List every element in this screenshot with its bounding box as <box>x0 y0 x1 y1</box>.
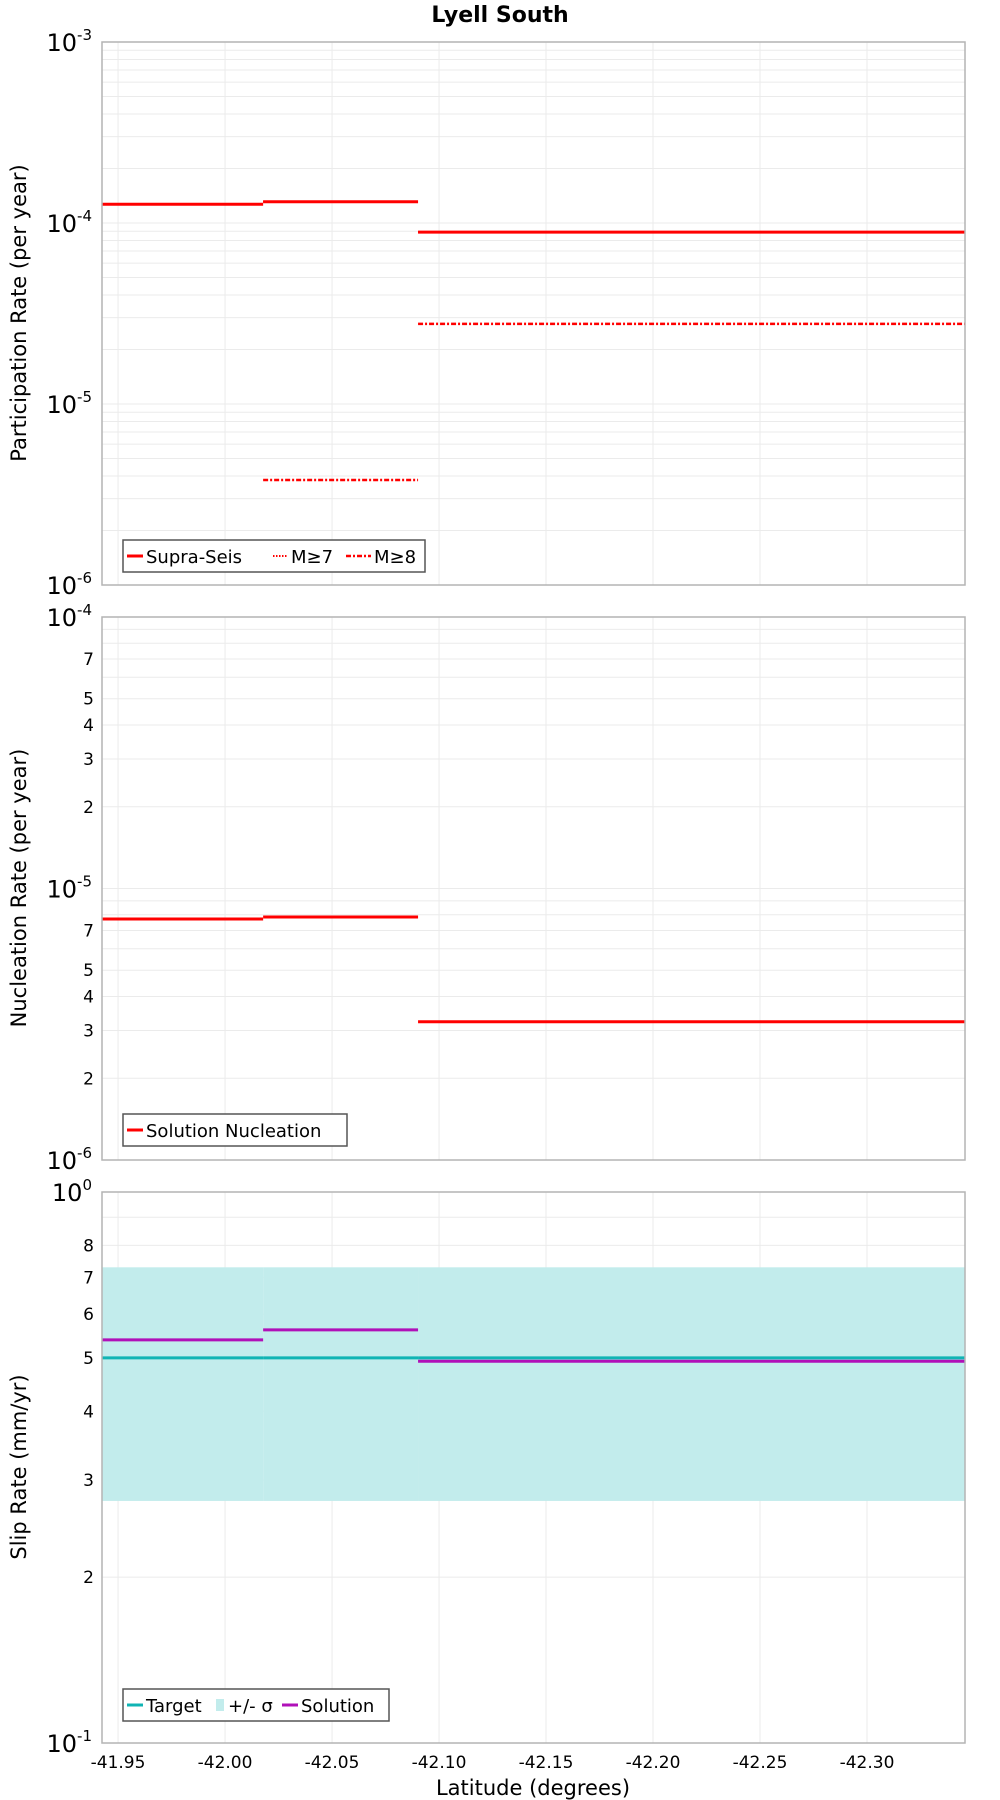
y-axis-label: Nucleation Rate (per year) <box>7 749 31 1028</box>
y-axis-ticks: 10-3 10-4 10-5 10-6 <box>46 26 92 600</box>
y-minor-tick-label: 4 <box>83 988 94 1008</box>
x-axis-ticks: -41.95 -42.00 -42.05 -42.10 -42.15 -42.20 -42.… <box>91 1753 895 1773</box>
y-tick-label: 10-5 <box>46 873 92 904</box>
legend-label-m8: M≥8 <box>374 547 416 568</box>
y-minor-tick-label: 7 <box>83 1268 94 1288</box>
x-tick-label: -42.10 <box>412 1753 467 1773</box>
y-tick-label: 100 <box>52 1176 92 1207</box>
legend: Solution Nucleation <box>122 1113 348 1147</box>
y-tick-label: 10-5 <box>46 388 92 419</box>
y-tick-label: 10-1 <box>46 1727 92 1758</box>
x-axis-label: Latitude (degrees) <box>436 1776 630 1800</box>
legend-label-m7: M≥7 <box>291 547 333 568</box>
y-minor-tick-label: 5 <box>83 1349 94 1369</box>
y-minor-tick-label: 3 <box>83 1021 94 1041</box>
y-minor-tick-label: 2 <box>83 798 94 818</box>
y-minor-tick-label: 5 <box>83 690 94 710</box>
legend-box <box>122 1113 348 1147</box>
y-minor-tick-label: 4 <box>83 716 94 736</box>
legend-swatch-sigma-band <box>216 1699 224 1711</box>
sigma-band <box>263 1267 419 1501</box>
plot-data <box>102 1267 965 1501</box>
y-axis-label: Slip Rate (mm/yr) <box>7 1374 31 1559</box>
plot-frame <box>101 41 966 586</box>
slip-rate-panel: 100 10-1 8 7 6 5 4 3 2 Slip Rate (mm/yr) Target … <box>7 1176 966 1758</box>
y-minor-tick-label: 5 <box>83 961 94 981</box>
y-minor-tick-label: 6 <box>83 1305 94 1325</box>
legend-label-solution-nucleation: Solution Nucleation <box>146 1121 321 1142</box>
chart-title: Lyell South <box>431 3 568 28</box>
y-tick-label: 10-4 <box>46 207 92 238</box>
legend-label-sigma: +/- σ <box>228 1696 273 1717</box>
x-tick-label: -42.05 <box>305 1753 360 1773</box>
nucleation-rate-panel: 10-4 10-5 10-6 7 5 4 3 2 7 5 4 3 2 Nucleation Rate (… <box>7 601 966 1175</box>
plot-data <box>102 915 965 1024</box>
sigma-band <box>418 1267 965 1501</box>
y-minor-tick-label: 7 <box>83 922 94 942</box>
grid <box>102 42 965 586</box>
legend-label-solution: Solution <box>301 1696 374 1717</box>
y-minor-tick-label: 3 <box>83 1471 94 1491</box>
x-tick-label: -42.30 <box>840 1753 895 1773</box>
plot-frame <box>101 616 966 1161</box>
y-axis-ticks: 10-4 10-5 10-6 7 5 4 3 2 7 5 4 3 2 <box>46 601 94 1175</box>
y-minor-tick-label: 4 <box>83 1402 94 1422</box>
sigma-band <box>102 1267 264 1501</box>
participation-rate-panel: 10-3 10-4 10-5 10-6 Participation Rate (per… <box>7 26 966 600</box>
y-minor-tick-label: 2 <box>83 1568 94 1588</box>
grid <box>102 617 965 1161</box>
y-axis-label: Participation Rate (per year) <box>7 164 31 461</box>
y-tick-label: 10-6 <box>46 569 92 600</box>
legend-label-target: Target <box>145 1696 202 1717</box>
plot-data <box>102 200 965 482</box>
x-tick-label: -42.25 <box>733 1753 788 1773</box>
y-tick-label: 10-3 <box>46 26 92 57</box>
y-minor-tick-label: 3 <box>83 750 94 770</box>
y-minor-tick-label: 8 <box>83 1236 94 1256</box>
legend-box <box>122 1688 390 1722</box>
y-tick-label: 10-6 <box>46 1144 92 1175</box>
y-axis-ticks: 100 10-1 8 7 6 5 4 3 2 <box>46 1176 94 1758</box>
legend-label-supra-seis: Supra-Seis <box>146 547 242 568</box>
y-tick-label: 10-4 <box>46 601 92 632</box>
y-minor-tick-label: 7 <box>83 650 94 670</box>
legend: Supra-Seis M≥7 M≥8 <box>122 539 426 573</box>
plot-frame <box>101 1191 966 1744</box>
x-tick-label: -42.00 <box>198 1753 253 1773</box>
legend: Target +/- σ Solution <box>122 1688 390 1722</box>
x-tick-label: -41.95 <box>91 1753 146 1773</box>
x-tick-label: -42.20 <box>626 1753 681 1773</box>
x-tick-label: -42.15 <box>519 1753 574 1773</box>
y-minor-tick-label: 2 <box>83 1069 94 1089</box>
